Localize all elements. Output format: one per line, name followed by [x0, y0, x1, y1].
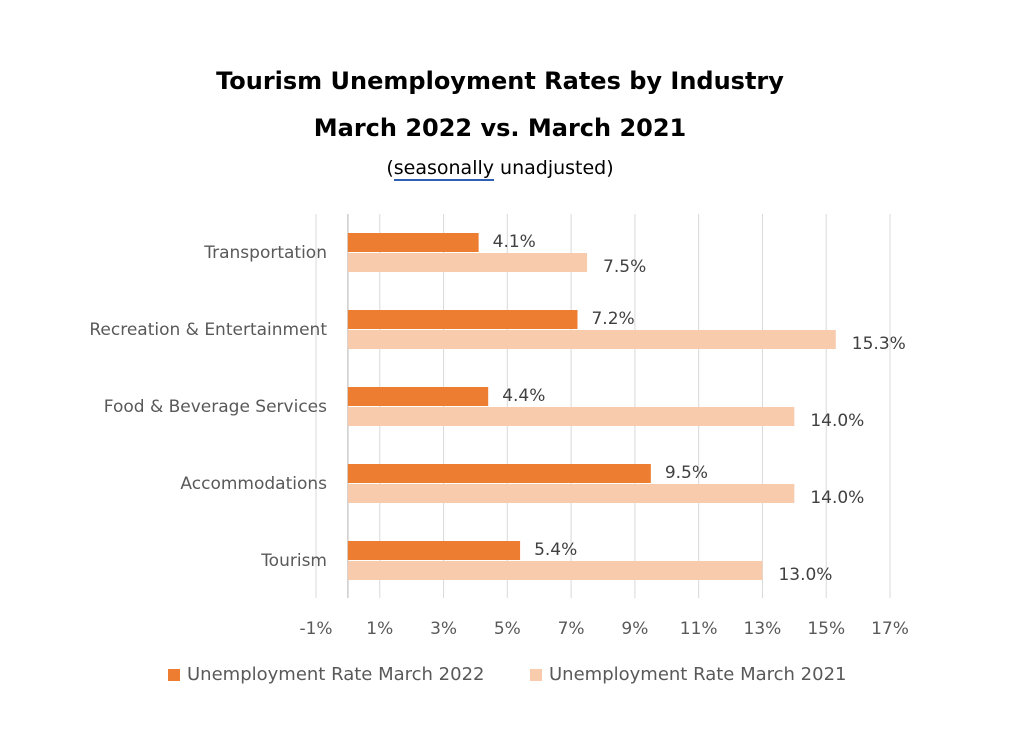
- category-label: Transportation: [203, 243, 327, 263]
- x-tick-label: 1%: [366, 619, 393, 639]
- legend-label-2021: Unemployment Rate March 2021: [549, 664, 847, 685]
- data-label-2021: 15.3%: [852, 334, 906, 354]
- data-label-2022: 7.2%: [591, 309, 634, 329]
- x-tick-label: 9%: [621, 619, 648, 639]
- legend-item-2021: Unemployment Rate March 2021: [530, 664, 846, 685]
- data-label-2022: 4.1%: [493, 232, 536, 252]
- bar-2021: [347, 561, 763, 580]
- chart-note: (seasonally unadjusted): [0, 157, 1000, 181]
- chart-subtitle: March 2022 vs. March 2021: [313, 114, 687, 142]
- legend: Unemployment Rate March 2022 Unemploymen…: [0, 664, 1024, 688]
- bar-2021: [347, 330, 836, 349]
- bar-2022: [347, 541, 521, 560]
- x-tick-label: 7%: [558, 619, 585, 639]
- bar-2022: [347, 310, 578, 329]
- x-tick-label: 15%: [807, 619, 845, 639]
- x-tick-label: 17%: [871, 619, 909, 639]
- bar-2021: [347, 407, 795, 426]
- category-label: Recreation & Entertainment: [89, 320, 327, 340]
- chart-note-rest: unadjusted): [494, 157, 614, 179]
- x-tick-label: 13%: [744, 619, 782, 639]
- data-label-2022: 4.4%: [502, 386, 545, 406]
- bar-2022: [347, 387, 489, 406]
- legend-swatch-2021: [530, 668, 542, 681]
- data-label-2022: 5.4%: [534, 540, 577, 560]
- legend-swatch-2022: [168, 668, 180, 681]
- category-label: Tourism: [260, 551, 327, 571]
- data-label-2022: 9.5%: [665, 463, 708, 483]
- legend-item-2022: Unemployment Rate March 2022: [168, 664, 484, 685]
- bar-2021: [347, 484, 795, 503]
- bar-2021: [347, 253, 588, 272]
- bar-2022: [347, 233, 479, 252]
- chart-note-open: (: [386, 157, 394, 179]
- data-label-2021: 14.0%: [810, 488, 864, 508]
- x-tick-label: 3%: [430, 619, 457, 639]
- category-label: Food & Beverage Services: [104, 397, 327, 417]
- legend-label-2022: Unemployment Rate March 2022: [187, 664, 485, 685]
- category-label: Accommodations: [180, 474, 327, 494]
- x-tick-label: 5%: [494, 619, 521, 639]
- data-label-2021: 7.5%: [603, 257, 646, 277]
- bar-2022: [347, 464, 651, 483]
- chart-title: Tourism Unemployment Rates by Industry: [216, 67, 784, 95]
- data-label-2021: 13.0%: [778, 565, 832, 585]
- data-label-2021: 14.0%: [810, 411, 864, 431]
- x-tick-label: -1%: [299, 619, 332, 639]
- chart-note-underlined-word: seasonally: [393, 157, 494, 181]
- x-tick-label: 11%: [680, 619, 718, 639]
